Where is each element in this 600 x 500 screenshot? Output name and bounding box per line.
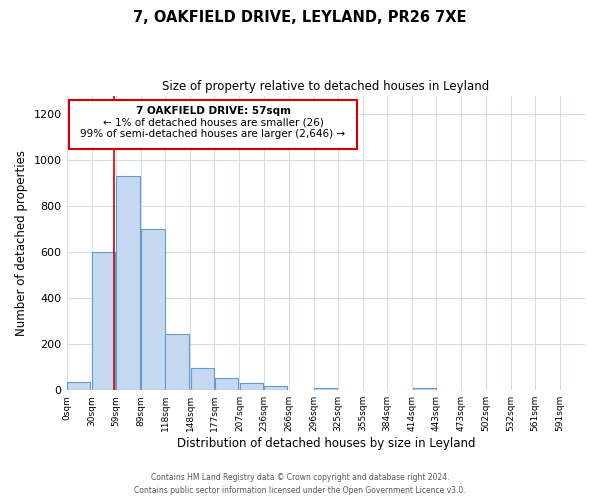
Text: 7, OAKFIELD DRIVE, LEYLAND, PR26 7XE: 7, OAKFIELD DRIVE, LEYLAND, PR26 7XE xyxy=(133,10,467,25)
Bar xyxy=(116,176,140,390)
Bar xyxy=(314,388,337,390)
Bar xyxy=(166,334,189,390)
Text: 7 OAKFIELD DRIVE: 57sqm: 7 OAKFIELD DRIVE: 57sqm xyxy=(136,106,290,116)
Bar xyxy=(413,388,436,390)
Bar xyxy=(141,229,164,390)
FancyBboxPatch shape xyxy=(69,100,357,148)
Title: Size of property relative to detached houses in Leyland: Size of property relative to detached ho… xyxy=(162,80,490,93)
Bar xyxy=(191,368,214,390)
X-axis label: Distribution of detached houses by size in Leyland: Distribution of detached houses by size … xyxy=(176,437,475,450)
Text: Contains HM Land Registry data © Crown copyright and database right 2024.
Contai: Contains HM Land Registry data © Crown c… xyxy=(134,474,466,495)
Bar xyxy=(264,386,287,390)
Text: ← 1% of detached houses are smaller (26): ← 1% of detached houses are smaller (26) xyxy=(103,118,323,128)
Text: 99% of semi-detached houses are larger (2,646) →: 99% of semi-detached houses are larger (… xyxy=(80,129,346,139)
Y-axis label: Number of detached properties: Number of detached properties xyxy=(15,150,28,336)
Bar xyxy=(240,384,263,390)
Bar xyxy=(215,378,238,390)
Bar xyxy=(92,252,115,390)
Bar xyxy=(67,382,91,390)
